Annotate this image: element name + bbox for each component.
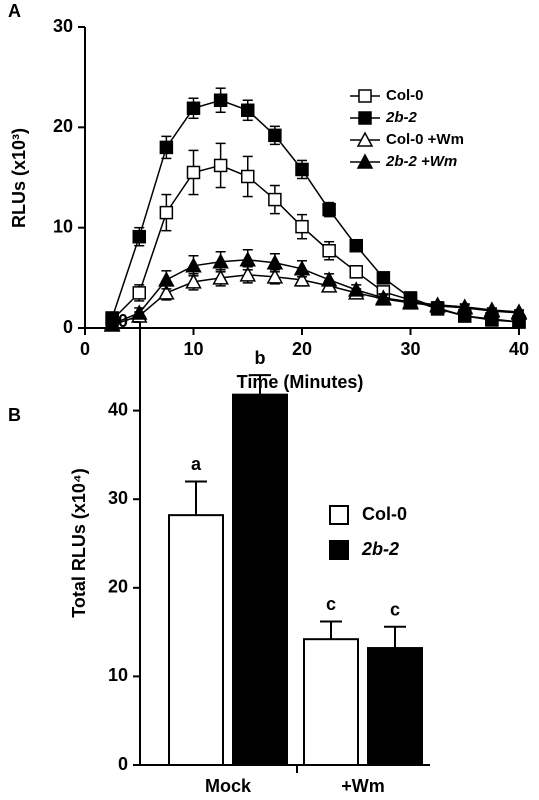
legend-entry: Col-0 +Wm	[350, 131, 464, 148]
bar	[303, 638, 359, 766]
marker	[295, 219, 309, 234]
marker	[132, 286, 146, 300]
marker	[349, 238, 363, 253]
legend-label: 2b-2 +Wm	[385, 153, 457, 170]
series-line	[111, 99, 520, 323]
panel-label: A	[8, 1, 21, 21]
marker	[103, 315, 121, 331]
legend-entry: Col-0	[350, 87, 424, 104]
marker	[130, 304, 148, 320]
annotation: b	[255, 348, 266, 368]
legend-label: 2b-2	[361, 539, 399, 559]
bar	[367, 647, 423, 766]
y-tick-label: 20	[108, 577, 128, 597]
annotation: c	[390, 600, 400, 620]
marker	[320, 271, 338, 287]
y-tick-label: 0	[118, 754, 128, 774]
y-tick-label: 50	[108, 311, 128, 331]
marker	[268, 128, 282, 143]
legend-entry: 2b-2	[350, 109, 418, 126]
x-tick-label: 20	[292, 339, 312, 359]
legend-swatch	[329, 505, 349, 525]
marker	[510, 303, 528, 319]
marker	[358, 89, 372, 103]
marker	[241, 103, 255, 118]
marker	[158, 284, 175, 300]
annotation: a	[191, 454, 202, 474]
marker	[212, 253, 229, 269]
legend-label: Col-0 +Wm	[386, 131, 464, 148]
x-tick-label: 10	[183, 339, 203, 359]
marker	[376, 271, 391, 285]
x-tick-label: Mock	[205, 776, 252, 796]
legend-label: 2b-2	[385, 109, 418, 126]
marker	[483, 301, 501, 317]
series-line	[111, 274, 520, 326]
marker	[322, 243, 336, 258]
marker	[212, 269, 229, 285]
marker	[356, 153, 374, 169]
panel-label: B	[8, 405, 21, 425]
error-bar	[384, 625, 406, 649]
marker	[402, 293, 419, 309]
y-tick-label: 10	[53, 216, 73, 236]
marker	[213, 93, 228, 107]
x-tick-label: 30	[400, 339, 420, 359]
marker	[293, 260, 311, 276]
y-axis-title: Total RLUs (x10⁴)	[69, 468, 89, 618]
marker	[186, 101, 201, 116]
marker	[159, 140, 174, 155]
marker	[349, 265, 363, 279]
marker	[266, 254, 284, 270]
marker	[429, 296, 446, 312]
marker	[186, 165, 201, 180]
bar	[232, 393, 288, 766]
y-axis-title: RLUs (x10³)	[9, 128, 29, 228]
y-tick-label: 20	[53, 116, 73, 136]
y-tick-label: 30	[53, 16, 73, 36]
marker	[159, 205, 174, 220]
x-tick-label: 0	[80, 339, 90, 359]
bar	[168, 514, 224, 767]
marker	[358, 111, 372, 125]
y-tick-label: 10	[108, 665, 128, 685]
marker	[241, 169, 255, 184]
marker	[293, 271, 311, 287]
marker	[322, 202, 336, 217]
marker	[132, 229, 146, 244]
marker	[239, 266, 257, 282]
marker	[347, 281, 365, 297]
marker	[456, 298, 474, 314]
legend-label: Col-0	[386, 87, 424, 104]
legend-swatch	[329, 540, 349, 560]
error-bar	[249, 374, 271, 395]
series-line	[111, 259, 520, 325]
marker	[213, 158, 228, 173]
marker	[239, 251, 257, 267]
x-tick-label: 40	[509, 339, 529, 359]
y-tick-label: 0	[63, 317, 73, 337]
marker	[356, 131, 374, 147]
marker	[295, 162, 309, 177]
y-tick-label: 40	[108, 399, 128, 419]
marker	[185, 257, 202, 273]
marker	[158, 271, 175, 287]
x-axis-title: Time (Minutes)	[237, 372, 364, 392]
legend-entry: 2b-2 +Wm	[350, 153, 457, 170]
error-bar	[185, 480, 207, 516]
marker	[375, 289, 392, 305]
error-bar	[320, 620, 342, 640]
marker	[268, 192, 282, 207]
marker	[266, 268, 284, 284]
annotation: c	[326, 594, 336, 614]
marker	[185, 273, 202, 289]
legend-label: Col-0	[362, 504, 407, 524]
y-tick-label: 30	[108, 488, 128, 508]
x-tick-label: +Wm	[341, 776, 385, 796]
